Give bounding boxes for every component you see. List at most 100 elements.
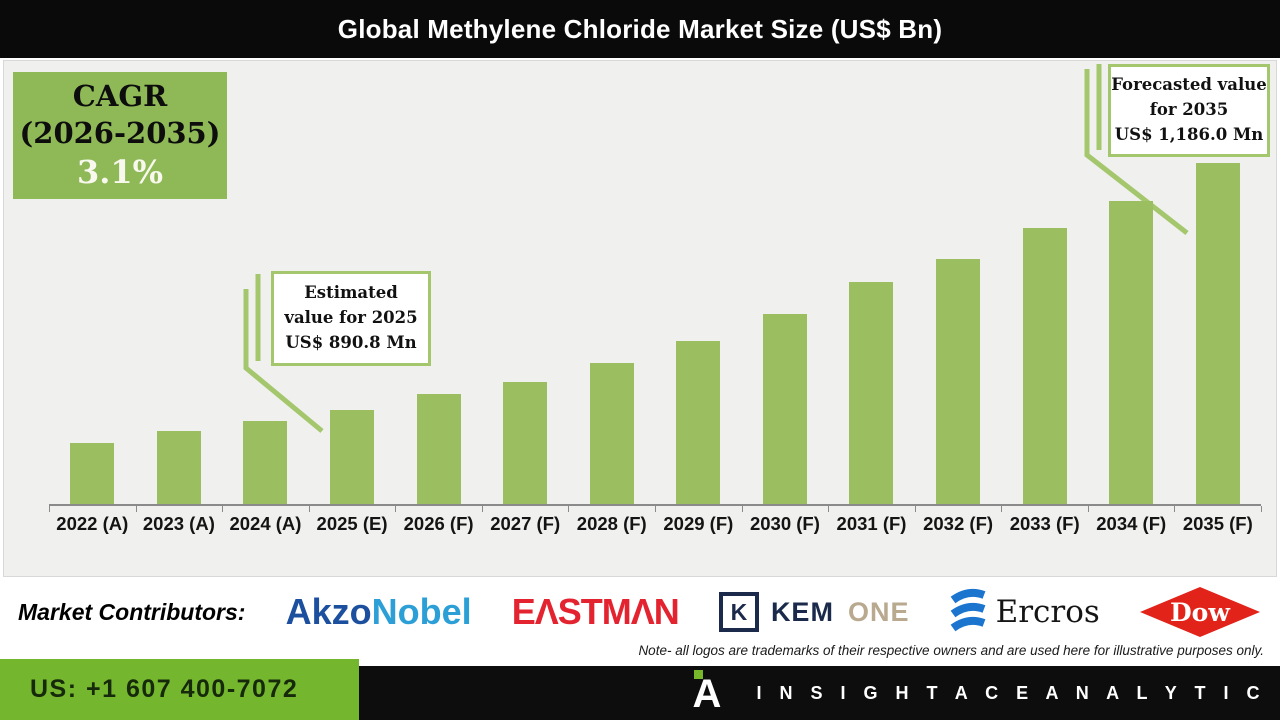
axis-tick (308, 506, 310, 512)
bar-slot (742, 314, 829, 504)
bar-2024 (A) (243, 421, 288, 504)
bar-2034 (F) (1109, 201, 1154, 504)
bar-slot (915, 259, 1002, 504)
eastman-logo: EΛSTMΛN (511, 591, 680, 632)
bar-2026 (F) (416, 393, 461, 504)
dow-wordmark: Dow (1169, 597, 1230, 627)
kemone-square-icon: K (718, 592, 759, 632)
axis-tick (222, 506, 224, 512)
callout-line: Estimated (304, 283, 398, 303)
akzonobel-wordmark-dark: Akzo (285, 591, 372, 632)
axis-tick (49, 506, 50, 512)
akzonobel-wordmark-light: Nobel (371, 591, 472, 632)
x-tick-label: 2029 (F) (663, 513, 734, 534)
callout-connector-lines (243, 64, 1189, 433)
x-tick-label: 2032 (F) (923, 513, 994, 534)
akzonobel-logo: Akzo Nobel (286, 591, 472, 633)
kemone-wordmark-kem: KEM (770, 596, 834, 627)
x-axis (49, 504, 1262, 512)
x-tick-label: 2028 (F) (576, 513, 647, 534)
bar-slot (482, 382, 569, 504)
page-title: Global Methylene Chloride Market Size (U… (337, 13, 943, 44)
callout-estimated-2025: Estimated value for 2025 US$ 890.8 Mn (271, 271, 431, 366)
brand-name: I N S I G H T A C E A N A L Y T I C (756, 682, 1266, 703)
logo-letter: A (692, 672, 722, 716)
axis-tick (1001, 506, 1003, 512)
bar-slot (49, 443, 136, 504)
contributors-band: Market Contributors: Akzo Nobel EΛSTMΛN K… (0, 577, 1280, 666)
bar-2027 (F) (503, 382, 548, 504)
cagr-badge: CAGR (2026-2035) 3.1% (13, 72, 227, 199)
insightace-logo-icon: A (692, 670, 728, 716)
bar-2031 (F) (849, 281, 894, 504)
brand: A I N S I G H T A C E A N A L Y T I C (692, 670, 1280, 716)
callout-value: US$ 890.8 Mn (285, 332, 417, 352)
trademark-note: Note- all logos are trademarks of their … (638, 643, 1264, 658)
axis-tick (1087, 506, 1089, 512)
bar-slot (309, 409, 396, 504)
contributors-row: Market Contributors: Akzo Nobel EΛSTMΛN K… (18, 583, 1260, 641)
x-tick-label: 2025 (E) (316, 513, 388, 534)
cagr-value: 3.1% (76, 153, 164, 192)
axis-tick (395, 506, 397, 512)
bar-slot (568, 362, 655, 504)
phone-number: US: +1 607 400-7072 (30, 675, 299, 703)
bar-slot (1001, 228, 1088, 504)
bar-2028 (F) (589, 362, 634, 504)
chart-panel: CAGR (2026-2035) 3.1% 2022 (A) 2023 (A) 20… (3, 60, 1277, 577)
cagr-label: CAGR (72, 78, 168, 113)
kemone-icon-letter: K (730, 598, 748, 625)
callout-left-connector (243, 289, 324, 433)
bar-2025 (E) (330, 409, 375, 504)
axis-tick (914, 506, 916, 512)
bar-2030 (F) (762, 314, 807, 504)
axis-tick (741, 506, 743, 512)
bar-slot (655, 341, 742, 504)
title-bar: Global Methylene Chloride Market Size (U… (0, 0, 1280, 58)
axis-tick (1174, 506, 1176, 512)
x-tick-label: 2031 (F) (836, 513, 907, 534)
axis-tick (481, 506, 483, 512)
callout-line: for 2035 (1149, 100, 1229, 120)
cagr-range: (2026-2035) (19, 116, 221, 151)
bar-2032 (F) (936, 259, 981, 504)
x-tick-label: 2033 (F) (1009, 513, 1080, 534)
axis-tick (655, 506, 656, 512)
ercros-waves-icon (950, 588, 985, 632)
bar-slot (1088, 201, 1175, 504)
axis-tick (828, 506, 830, 512)
bar-2022 (A) (70, 443, 115, 504)
kemone-logo: K KEM ONE (718, 592, 910, 632)
bar-2023 (A) (156, 430, 201, 504)
x-tick-label: 2026 (F) (403, 513, 474, 534)
x-tick-label: 2022 (A) (56, 513, 129, 534)
bar-2029 (F) (676, 341, 721, 504)
bar-2035 (F) (1195, 163, 1240, 504)
callout-right-connector (1084, 69, 1189, 235)
footer-bar: US: +1 607 400-7072 A I N S I G H T A C … (0, 659, 1280, 720)
x-tick-label: 2030 (F) (749, 513, 820, 534)
x-tick-label: 2035 (F) (1182, 513, 1253, 534)
contributors-label: Market Contributors: (18, 598, 246, 625)
plot-area (49, 61, 1261, 504)
bar-slot (1175, 163, 1262, 504)
x-axis-labels: 2022 (A) 2023 (A) 2024 (A) 2025 (E) 2026 (F)… (49, 513, 1261, 535)
axis-tick (135, 506, 137, 512)
callout-line: value for 2025 (284, 308, 418, 328)
logo-green-dot (694, 670, 704, 679)
kemone-wordmark-one: ONE (847, 596, 910, 627)
callout-line: Forecasted value (1111, 75, 1267, 95)
ercros-logo: Ercros (950, 588, 1100, 636)
dow-diamond-icon (1139, 587, 1260, 637)
callout-value: US$ 1,186.0 Mn (1114, 124, 1264, 144)
dow-logo: Dow ® (1139, 587, 1260, 637)
bar-2033 (F) (1022, 228, 1067, 504)
callout-forecast-2035: Forecasted value for 2035 US$ 1,186.0 Mn (1108, 64, 1270, 157)
axis-tick (568, 506, 570, 512)
bar-slot (828, 281, 915, 504)
x-tick-label: 2024 (A) (229, 513, 302, 534)
dow-registered-mark: ® (1240, 622, 1246, 631)
phone-box: US: +1 607 400-7072 (0, 659, 359, 720)
x-tick-label: 2027 (F) (490, 513, 561, 534)
x-tick-label: 2023 (A) (142, 513, 215, 534)
